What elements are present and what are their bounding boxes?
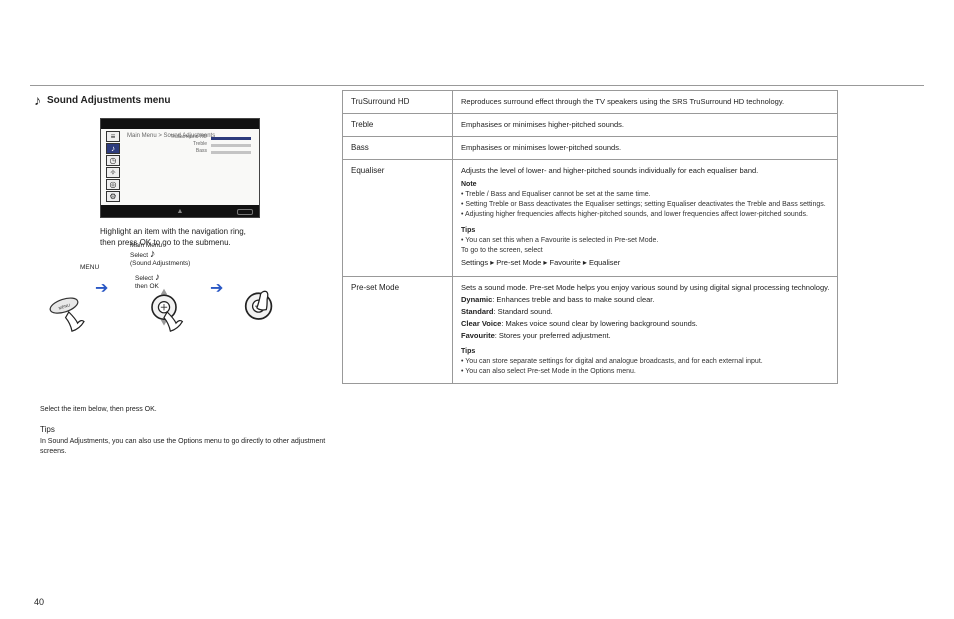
nav-ring-icon bbox=[140, 288, 196, 344]
option-item: Favourite: Stores your preferred adjustm… bbox=[461, 331, 829, 341]
option-item: Standard: Standard sound. bbox=[461, 307, 829, 317]
setting-name: TruSurround HD bbox=[343, 91, 453, 114]
page-number: 40 bbox=[34, 597, 44, 607]
device-sidebar-icon: ♪ bbox=[106, 143, 120, 154]
section-title: Sound Adjustments menu bbox=[47, 95, 171, 106]
device-sidebar: ≡♪◷✧◎⚙↩ bbox=[106, 131, 120, 215]
device-sidebar-icon: ⚙ bbox=[106, 191, 120, 202]
device-row: Bass bbox=[211, 151, 251, 154]
device-row: TruSurround HD bbox=[211, 137, 251, 140]
setting-name: Bass bbox=[343, 137, 453, 160]
setting-name: Treble bbox=[343, 114, 453, 137]
device-sidebar-icon: ≡ bbox=[106, 131, 120, 142]
device-sidebar-icon: ✧ bbox=[106, 167, 120, 178]
tips-label: Tips bbox=[40, 425, 330, 435]
table-row: TruSurround HDReproduces surround effect… bbox=[343, 91, 838, 114]
option-item: Dynamic: Enhances treble and bass to mak… bbox=[461, 295, 829, 305]
ok-button-icon bbox=[238, 289, 286, 337]
setting-desc: Reproduces surround effect through the T… bbox=[453, 91, 838, 114]
section-header: ♪ Sound Adjustments menu bbox=[30, 92, 330, 108]
device-sidebar-icon: ◎ bbox=[106, 179, 120, 190]
settings-table: TruSurround HDReproduces surround effect… bbox=[342, 90, 838, 384]
device-mock: ≡♪◷✧◎⚙↩ Main Menu > Sound Adjustments Tr… bbox=[100, 118, 260, 218]
device-rows: TruSurround HD Treble Bass bbox=[211, 137, 251, 154]
arrow-icon: ➔ bbox=[210, 278, 223, 298]
table-row: BassEmphasises or minimises lower-pitche… bbox=[343, 137, 838, 160]
flow-step1: MENU bbox=[80, 264, 99, 271]
instruction-flow: MENU ➔ Main Menu Select ♪ (Sound Adjustm… bbox=[40, 274, 330, 344]
setting-desc: Adjusts the level of lower- and higher-p… bbox=[453, 160, 838, 277]
tips-body: In Sound Adjustments, you can also use t… bbox=[40, 437, 330, 457]
below-line: Select the item below, then press OK. bbox=[40, 404, 330, 415]
note-icon: ♪ bbox=[34, 92, 41, 108]
flow-step2: Main Menu Select ♪ (Sound Adjustments) bbox=[130, 242, 210, 268]
option-item: Clear Voice: Makes voice sound clear by … bbox=[461, 319, 829, 329]
setting-desc: Emphasises or minimises lower-pitched so… bbox=[453, 137, 838, 160]
table-row: Pre-set ModeSets a sound mode. Pre-set M… bbox=[343, 277, 838, 384]
top-rule bbox=[30, 85, 924, 86]
table-row: EqualiserAdjusts the level of lower- and… bbox=[343, 160, 838, 277]
device-sidebar-icon: ◷ bbox=[106, 155, 120, 166]
table-row: TrebleEmphasises or minimises higher-pit… bbox=[343, 114, 838, 137]
setting-name: Equaliser bbox=[343, 160, 453, 277]
setting-name: Pre-set Mode bbox=[343, 277, 453, 384]
menu-button-icon: MENU bbox=[48, 292, 102, 340]
setting-desc: Emphasises or minimises higher-pitched s… bbox=[453, 114, 838, 137]
setting-desc: Sets a sound mode. Pre-set Mode helps yo… bbox=[453, 277, 838, 384]
device-row: Treble bbox=[211, 144, 251, 147]
